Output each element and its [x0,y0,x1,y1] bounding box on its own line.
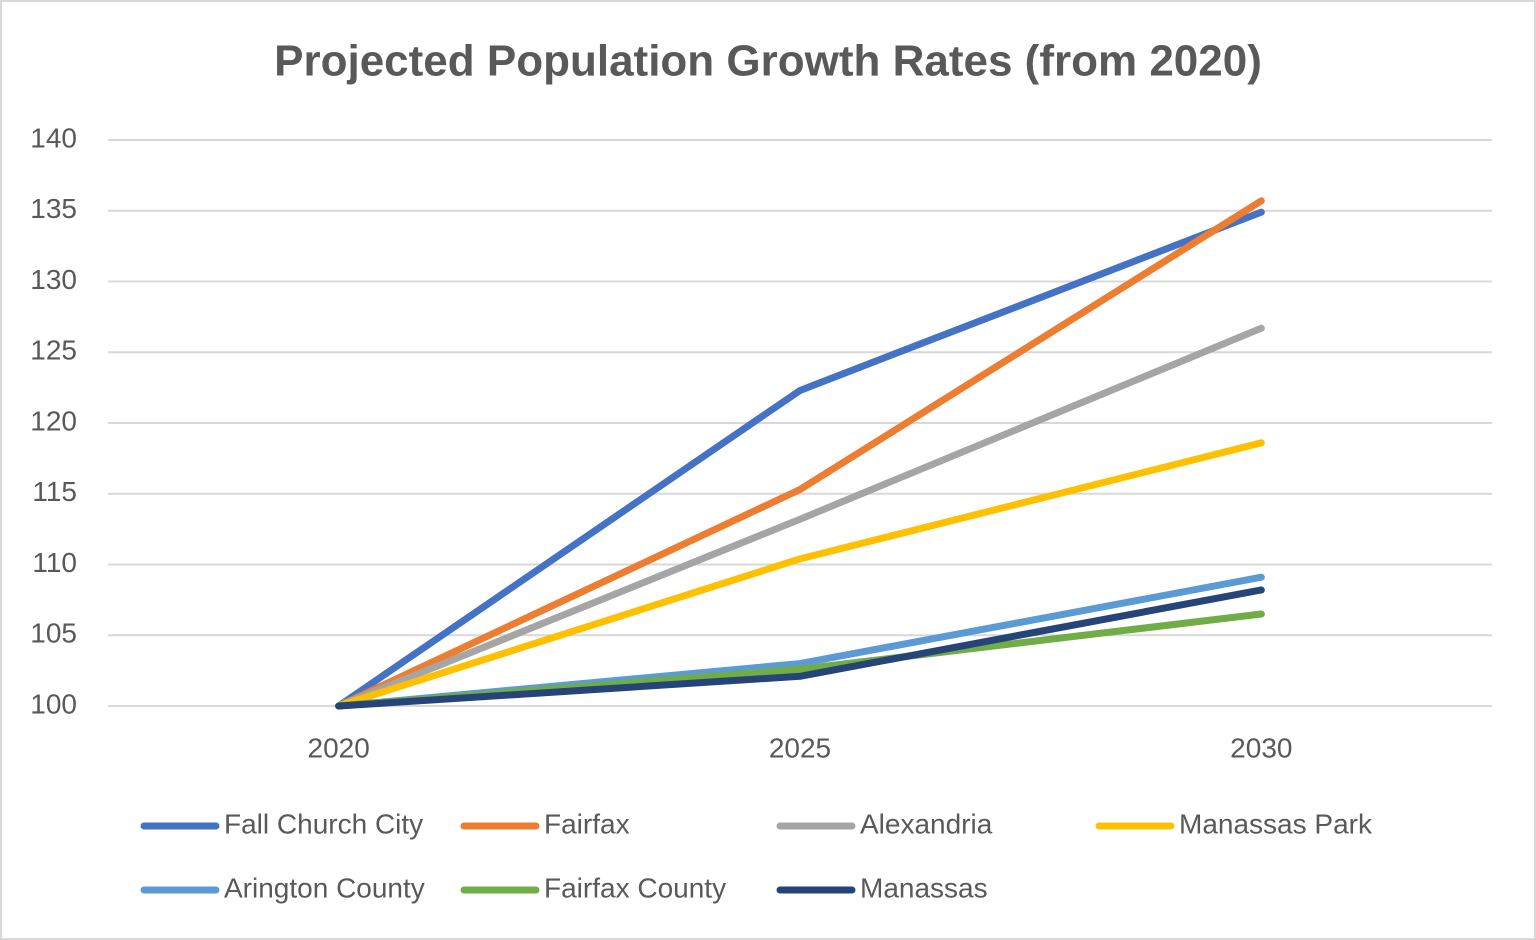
legend-label: Alexandria [860,808,993,839]
y-tick-label: 120 [30,405,77,436]
legend-label: Fall Church City [224,808,423,839]
chart-title: Projected Population Growth Rates (from … [274,37,1262,86]
y-tick-label: 135 [30,193,77,224]
series-line [335,586,1265,710]
legend-label: Manassas [860,872,988,903]
legend-label: Fairfax County [544,872,726,903]
series-line [335,208,1265,710]
y-tick-label: 110 [32,547,77,578]
legend-label: Manassas Park [1179,808,1373,839]
legend-label: Fairfax [544,808,630,839]
series-line [335,439,1265,710]
y-tick-label: 115 [32,476,77,507]
x-tick-label: 2030 [1230,732,1292,763]
y-tick-label: 105 [30,618,77,649]
x-tick-label: 2020 [308,732,370,763]
legend-label: Arington County [224,872,425,903]
y-tick-label: 100 [30,688,77,719]
y-tick-label: 125 [30,335,77,366]
series-line [335,197,1265,710]
y-tick-label: 130 [30,264,77,295]
x-tick-label: 2025 [769,732,831,763]
series-line [335,324,1265,710]
y-tick-label: 140 [30,122,77,153]
